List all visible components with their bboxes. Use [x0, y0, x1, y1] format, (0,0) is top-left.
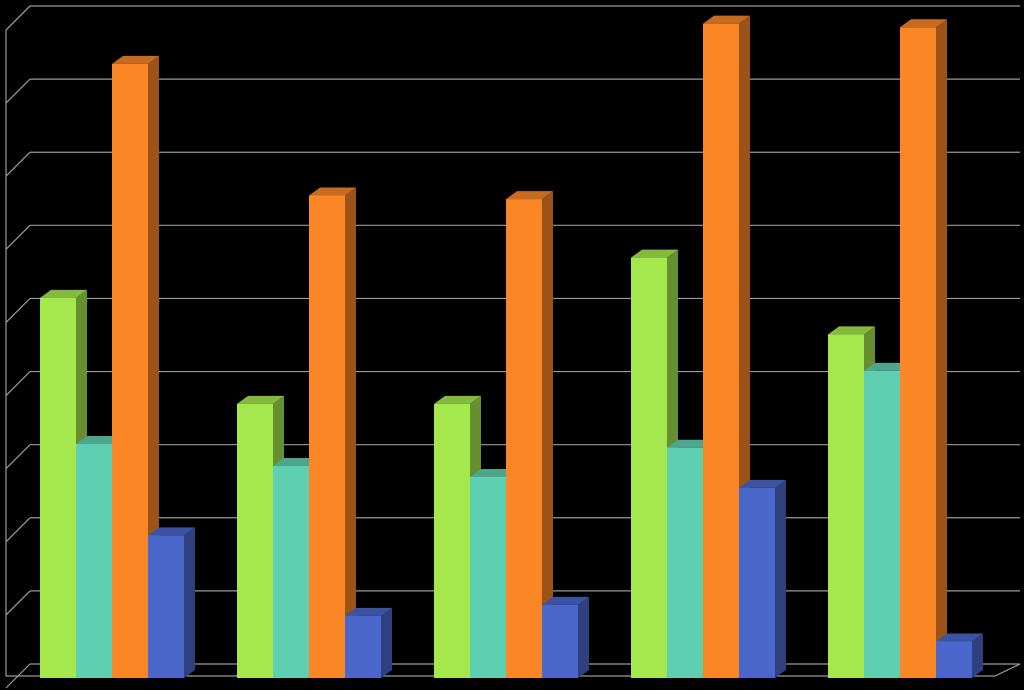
bar — [864, 370, 900, 678]
bar-top — [309, 187, 356, 196]
bar-top — [470, 468, 517, 477]
bar-top — [703, 15, 750, 24]
bar-side — [578, 596, 589, 678]
bar-top — [542, 596, 589, 605]
bar-top — [273, 457, 320, 466]
grid-line-side — [5, 517, 31, 543]
bar — [434, 403, 470, 678]
bar-side — [972, 633, 983, 678]
bar — [703, 23, 739, 678]
grid-line-side — [5, 663, 31, 689]
bar-side — [148, 55, 159, 679]
bar-top — [936, 633, 983, 642]
grid-line-side — [5, 151, 31, 177]
bar — [470, 476, 506, 678]
grid-line-side — [5, 590, 31, 616]
floor-edge — [994, 663, 1021, 677]
bar-side — [381, 607, 392, 678]
grid-line-side — [5, 224, 31, 250]
bar — [828, 334, 864, 678]
bar-top — [237, 395, 284, 404]
bar — [148, 535, 184, 678]
bar — [739, 487, 775, 678]
bar-top — [112, 55, 159, 64]
bar — [631, 257, 667, 678]
bar-top — [434, 395, 481, 404]
grid-line-side — [5, 298, 31, 323]
bar-side — [542, 191, 553, 678]
bar — [76, 444, 112, 678]
bar-top — [739, 479, 786, 488]
bar-top — [667, 439, 714, 448]
bar — [345, 615, 381, 678]
bar — [273, 465, 309, 678]
bar-top — [345, 607, 392, 616]
bar-side — [936, 19, 947, 679]
bar-top — [76, 436, 123, 445]
bar-top — [148, 527, 195, 536]
bar-side — [184, 527, 195, 678]
grid-line-side — [5, 5, 31, 31]
bar — [309, 195, 345, 678]
grid-line-side — [5, 444, 31, 470]
bar — [40, 297, 76, 678]
bar-top — [631, 249, 678, 258]
bar-top — [864, 362, 911, 371]
bar-top — [900, 19, 947, 28]
bar — [667, 447, 703, 678]
bar-side — [345, 187, 356, 678]
bar-side — [775, 479, 786, 678]
bar — [542, 604, 578, 678]
bar — [936, 641, 972, 678]
grid-line-side — [5, 78, 31, 104]
bar — [900, 27, 936, 679]
bar-top — [40, 289, 87, 298]
bar-top — [828, 326, 875, 335]
bar — [112, 63, 148, 679]
bar — [506, 199, 542, 678]
bar — [237, 403, 273, 678]
bar-top — [506, 191, 553, 200]
grid-line-side — [5, 371, 31, 396]
